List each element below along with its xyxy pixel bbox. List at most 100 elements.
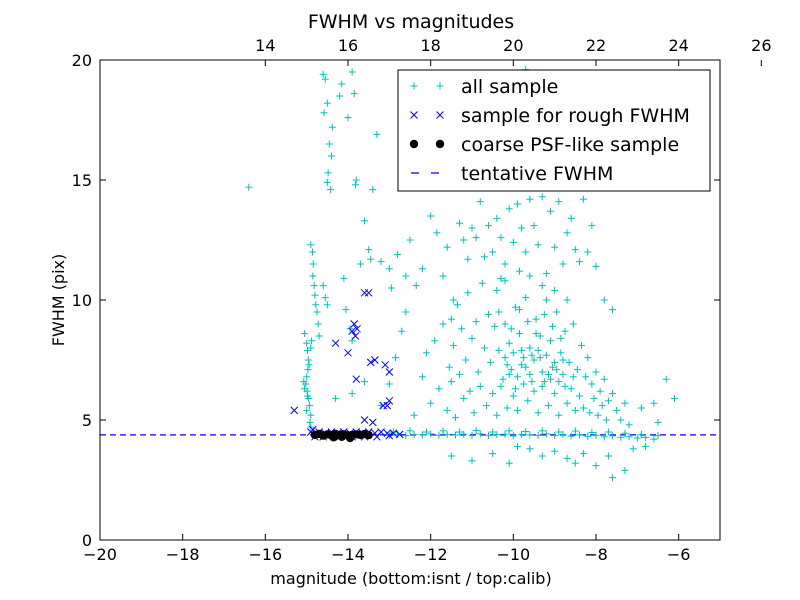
axis-ticks: −20 −18 −16 −14 −12 −10 −8 −6 14 16 18 20 22 24 26 0 5 10… xyxy=(72,36,772,564)
all-sample-point xyxy=(449,342,457,350)
all-sample-point xyxy=(468,457,476,465)
x-tick-label: −12 xyxy=(414,545,448,564)
all-sample-point xyxy=(578,342,586,350)
legend-label: coarse PSF-like sample xyxy=(461,134,679,156)
all-sample-point xyxy=(497,234,505,242)
all-sample-point xyxy=(497,274,505,282)
all-sample-point xyxy=(472,234,480,242)
all-sample-point xyxy=(662,375,670,383)
all-sample-point xyxy=(530,356,538,364)
all-sample-point xyxy=(493,431,501,439)
all-sample-point xyxy=(361,378,369,386)
all-sample-point xyxy=(456,219,464,227)
all-sample-point xyxy=(348,390,356,398)
all-sample-point xyxy=(323,99,331,107)
all-sample-point xyxy=(472,427,480,435)
all-sample-point xyxy=(435,431,443,439)
all-sample-point xyxy=(369,186,377,194)
all-sample-point xyxy=(501,320,509,328)
all-sample-point xyxy=(592,368,600,376)
all-sample-point xyxy=(464,255,472,263)
all-sample-point xyxy=(642,434,650,442)
all-sample-point xyxy=(507,325,515,333)
all-sample-point xyxy=(489,248,497,256)
all-sample-point xyxy=(301,330,309,338)
rough-fwhm-sample-point xyxy=(368,418,377,427)
all-sample-point xyxy=(516,330,524,338)
all-sample-point xyxy=(336,92,344,100)
all-sample-point xyxy=(505,427,513,435)
all-sample-point xyxy=(308,248,316,256)
all-sample-point xyxy=(468,224,476,232)
all-sample-point xyxy=(447,452,455,460)
all-sample-point xyxy=(439,427,447,435)
rough-fwhm-sample-point xyxy=(353,324,361,333)
all-sample-point xyxy=(323,178,331,186)
x-tick-label: −20 xyxy=(83,545,117,564)
all-sample-point xyxy=(306,402,314,410)
all-sample-point xyxy=(307,241,315,249)
all-sample-point xyxy=(385,265,393,273)
rough-fwhm-sample-point xyxy=(360,288,369,297)
y-tick-label: 20 xyxy=(72,51,92,70)
rough-fwhm-sample-point xyxy=(352,375,361,384)
all-sample-point xyxy=(621,399,629,407)
all-sample-point xyxy=(555,411,563,419)
all-sample-point xyxy=(542,351,550,359)
all-sample-point xyxy=(516,267,524,275)
all-sample-point xyxy=(536,332,544,340)
all-sample-point xyxy=(389,428,397,436)
all-sample-point xyxy=(555,428,563,436)
all-sample-point xyxy=(406,427,414,435)
all-sample-point xyxy=(320,109,328,117)
all-sample-point xyxy=(445,363,453,371)
all-sample-point xyxy=(480,344,488,352)
all-sample-point xyxy=(313,308,321,316)
all-sample-point xyxy=(478,279,486,287)
all-sample-point xyxy=(402,308,410,316)
x-tick-label: −16 xyxy=(248,545,282,564)
all-sample-point xyxy=(365,246,373,254)
all-sample-point xyxy=(480,253,488,261)
all-sample-point xyxy=(534,431,542,439)
y-axis-label: FWHM (pix) xyxy=(49,254,68,347)
all-sample-point xyxy=(561,382,569,390)
rough-fwhm-sample-point xyxy=(395,430,404,439)
legend-label: all sample xyxy=(461,76,558,98)
all-sample-point xyxy=(520,354,528,362)
all-sample-point xyxy=(565,358,573,366)
all-sample-point xyxy=(456,370,464,378)
all-sample-point xyxy=(555,378,563,386)
top-tick-label: 20 xyxy=(503,36,523,55)
all-sample-point xyxy=(571,406,579,414)
all-sample-point xyxy=(573,366,581,374)
all-sample-point xyxy=(542,296,550,304)
all-sample-point xyxy=(559,356,567,364)
all-sample-point xyxy=(569,373,577,381)
rough-fwhm-sample-point xyxy=(350,320,359,328)
x-tick-label: −8 xyxy=(584,545,608,564)
all-sample-point xyxy=(418,373,426,381)
all-sample-point xyxy=(526,445,534,453)
psf-like-sample-point xyxy=(345,433,355,443)
all-sample-point xyxy=(580,404,588,412)
all-sample-point xyxy=(511,303,519,311)
all-sample-point xyxy=(443,406,451,414)
legend-rough-fwhm: sample for rough FWHM xyxy=(410,105,690,127)
all-sample-point xyxy=(468,334,476,342)
rough-fwhm-sample-point xyxy=(381,360,390,369)
all-sample-point xyxy=(351,181,359,189)
all-sample-point xyxy=(561,327,569,335)
all-sample-point xyxy=(385,380,393,388)
all-sample-point xyxy=(309,272,317,280)
legend-marker-x xyxy=(436,111,444,119)
psf-like-sample-point xyxy=(329,433,338,442)
legend-label: sample for rough FWHM xyxy=(461,105,690,127)
all-sample-point xyxy=(671,394,679,402)
all-sample-point xyxy=(596,387,604,395)
all-sample-point xyxy=(551,432,559,440)
all-sample-point xyxy=(617,433,625,441)
all-sample-point xyxy=(518,224,526,232)
rough-fwhm-sample-point xyxy=(379,401,387,410)
all-sample-point xyxy=(447,315,455,323)
